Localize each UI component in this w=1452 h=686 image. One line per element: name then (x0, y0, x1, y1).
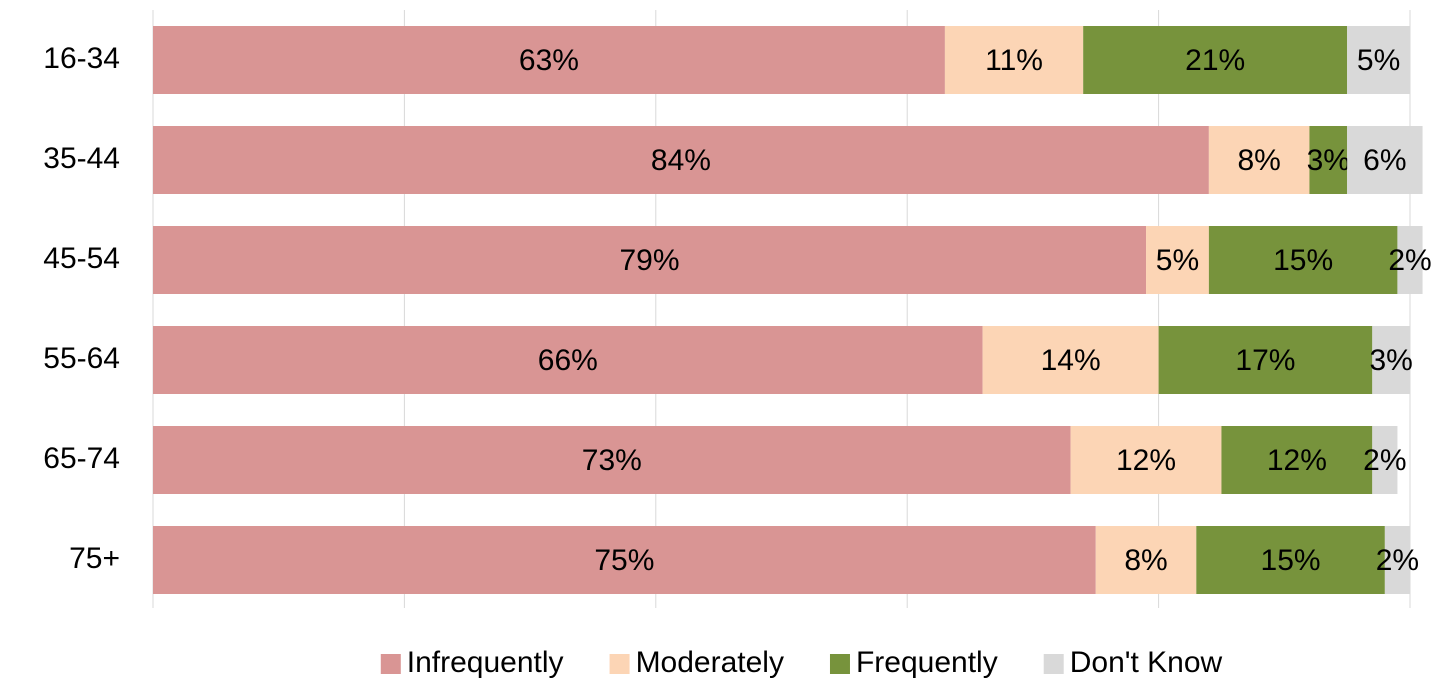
y-tick-label: 45-54 (43, 242, 120, 275)
data-label: 8% (1237, 144, 1280, 177)
bar-segment (1095, 526, 1197, 594)
y-tick-label: 55-64 (43, 342, 120, 375)
bar-segment (1196, 526, 1385, 594)
bar-segment (1221, 426, 1373, 494)
bar-segment (1158, 326, 1373, 394)
bar-segment (1384, 526, 1410, 594)
legend-label: Moderately (636, 646, 784, 679)
bar-segment (1083, 26, 1348, 94)
data-label: 84% (651, 144, 711, 177)
data-label: 12% (1267, 444, 1327, 477)
bar-segment (1208, 126, 1310, 194)
data-label: 2% (1388, 244, 1431, 277)
bar-segment (1372, 326, 1410, 394)
bar-segment (153, 26, 945, 94)
data-label: 75% (594, 544, 654, 577)
legend-label: Frequently (856, 646, 998, 679)
bar-segment (1372, 426, 1398, 494)
data-label: 8% (1124, 544, 1167, 577)
data-label: 5% (1357, 44, 1400, 77)
data-label: 66% (538, 344, 598, 377)
bar-segment (153, 326, 983, 394)
data-label: 3% (1369, 344, 1412, 377)
data-label: 5% (1156, 244, 1199, 277)
y-tick-label: 65-74 (43, 442, 120, 475)
data-label: 3% (1307, 144, 1350, 177)
bar-segment (1070, 426, 1222, 494)
data-label: 63% (519, 44, 579, 77)
legend-swatch (380, 654, 401, 674)
bar-segment (1146, 226, 1209, 294)
data-label: 79% (619, 244, 679, 277)
data-label: 14% (1041, 344, 1101, 377)
bar-segment (982, 326, 1159, 394)
bar-segment (944, 26, 1084, 94)
bar-segment (1309, 126, 1348, 194)
y-tick-label: 16-34 (43, 42, 120, 75)
data-label: 12% (1116, 444, 1176, 477)
bar-segment (153, 426, 1071, 494)
bar-segment (153, 126, 1209, 194)
bar-segment (1347, 126, 1423, 194)
bar-segment (1347, 26, 1410, 94)
data-label: 2% (1363, 444, 1406, 477)
legend-label: Infrequently (407, 646, 564, 679)
bar-segment (153, 226, 1147, 294)
data-label: 17% (1235, 344, 1295, 377)
y-tick-label: 75+ (69, 542, 120, 575)
data-label: 73% (582, 444, 642, 477)
data-label: 15% (1273, 244, 1333, 277)
bar-segment (1208, 226, 1398, 294)
bar-segment (1397, 226, 1423, 294)
data-label: 2% (1376, 544, 1419, 577)
legend-swatch (829, 654, 850, 674)
y-tick-label: 35-44 (43, 142, 120, 175)
data-label: 6% (1363, 144, 1406, 177)
legend-swatch (1043, 654, 1064, 674)
data-label: 11% (985, 44, 1043, 77)
bar-segment (153, 526, 1096, 594)
data-label: 15% (1261, 544, 1321, 577)
legend-label: Don't Know (1070, 646, 1223, 679)
legend-swatch (609, 654, 630, 674)
data-label: 21% (1185, 44, 1245, 77)
